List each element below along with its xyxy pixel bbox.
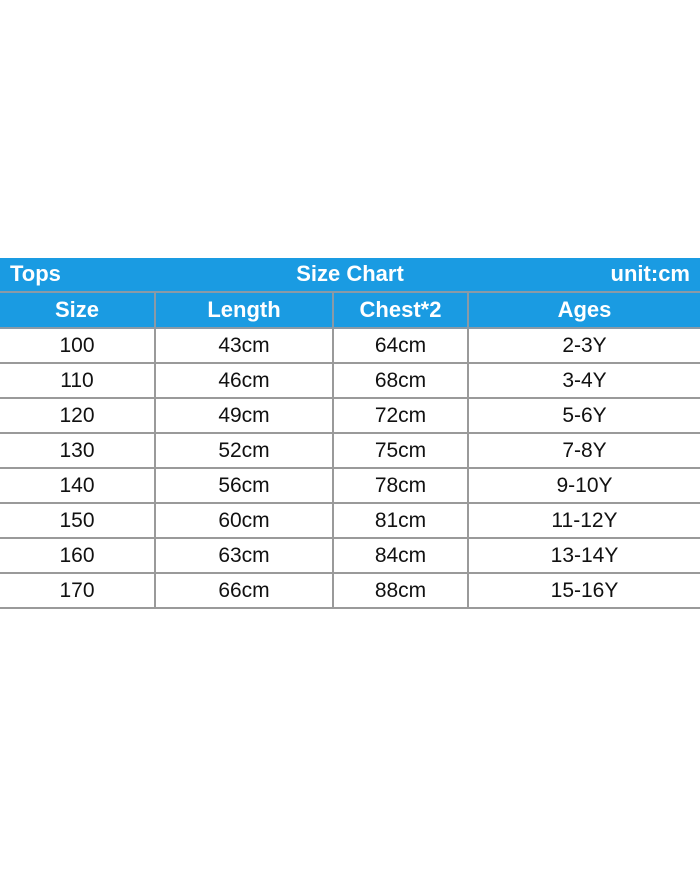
table-cell: 160 <box>0 537 156 574</box>
table-cell: 56cm <box>154 467 334 504</box>
table-cell: 170 <box>0 572 156 609</box>
size-table: Size Length Chest*2 Ages 100 43cm 64cm 2-3Y 110… <box>0 293 700 609</box>
table-cell: 46cm <box>154 362 334 399</box>
table-row: 170 66cm 88cm 15-16Y <box>0 572 700 609</box>
table-cell: 63cm <box>154 537 334 574</box>
table-cell: 140 <box>0 467 156 504</box>
table-cell: 72cm <box>332 397 469 434</box>
table-row: 140 56cm 78cm 9-10Y <box>0 467 700 504</box>
table-cell: 64cm <box>332 327 469 364</box>
table-row: 120 49cm 72cm 5-6Y <box>0 397 700 434</box>
table-cell: 5-6Y <box>467 397 700 434</box>
column-header: Size <box>0 293 156 329</box>
table-cell: 60cm <box>154 502 334 539</box>
table-cell: 3-4Y <box>467 362 700 399</box>
table-cell: 120 <box>0 397 156 434</box>
size-chart: Size Chart Tops unit:cm Size Length Chest*… <box>0 258 700 609</box>
table-cell: 49cm <box>154 397 334 434</box>
table-row: 110 46cm 68cm 3-4Y <box>0 362 700 399</box>
table-cell: 52cm <box>154 432 334 469</box>
table-cell: 150 <box>0 502 156 539</box>
header-row: Size Length Chest*2 Ages <box>0 293 700 329</box>
table-cell: 110 <box>0 362 156 399</box>
category-label: Tops <box>10 261 61 286</box>
column-header: Length <box>154 293 334 329</box>
table-cell: 9-10Y <box>467 467 700 504</box>
table-cell: 68cm <box>332 362 469 399</box>
title-bar: Size Chart Tops unit:cm <box>0 258 700 293</box>
column-header: Ages <box>467 293 700 329</box>
table-cell: 43cm <box>154 327 334 364</box>
table-row: 150 60cm 81cm 11-12Y <box>0 502 700 539</box>
column-header: Chest*2 <box>332 293 469 329</box>
table-cell: 75cm <box>332 432 469 469</box>
table-row: 100 43cm 64cm 2-3Y <box>0 327 700 364</box>
table-cell: 7-8Y <box>467 432 700 469</box>
chart-title: Size Chart <box>296 261 404 286</box>
unit-label: unit:cm <box>610 261 690 286</box>
table-row: 130 52cm 75cm 7-8Y <box>0 432 700 469</box>
table-cell: 66cm <box>154 572 334 609</box>
table-cell: 2-3Y <box>467 327 700 364</box>
table-cell: 78cm <box>332 467 469 504</box>
table-cell: 130 <box>0 432 156 469</box>
table-cell: 15-16Y <box>467 572 700 609</box>
table-cell: 84cm <box>332 537 469 574</box>
table-cell: 81cm <box>332 502 469 539</box>
table-cell: 13-14Y <box>467 537 700 574</box>
table-row: 160 63cm 84cm 13-14Y <box>0 537 700 574</box>
table-cell: 88cm <box>332 572 469 609</box>
table-cell: 100 <box>0 327 156 364</box>
table-cell: 11-12Y <box>467 502 700 539</box>
